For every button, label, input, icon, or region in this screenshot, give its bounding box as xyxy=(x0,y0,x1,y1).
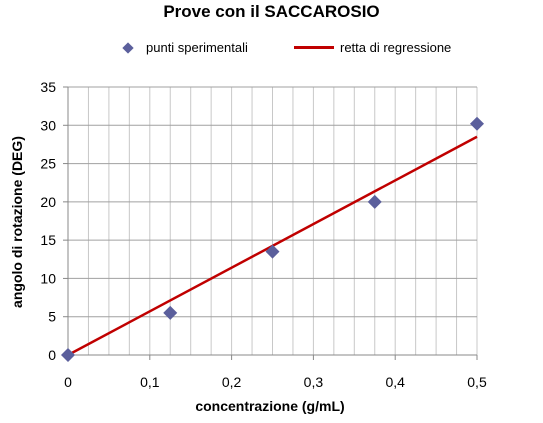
x-tick-label: 0 xyxy=(64,374,72,390)
y-tick-label: 10 xyxy=(40,270,56,286)
y-tick-label: 20 xyxy=(40,194,56,210)
y-tick-label: 0 xyxy=(48,347,56,363)
x-tick-label: 0,5 xyxy=(467,374,487,390)
line-swatch-icon xyxy=(294,46,334,49)
y-tick-label: 30 xyxy=(40,117,56,133)
y-tick-label: 15 xyxy=(40,232,56,248)
y-tick-label: 35 xyxy=(40,79,56,95)
legend-item-regression: retta di regressione xyxy=(294,40,451,55)
y-axis-label: angolo di rotazione (DEG) xyxy=(9,136,25,308)
x-tick-label: 0,1 xyxy=(140,374,160,390)
data-point xyxy=(265,244,280,259)
data-point xyxy=(61,348,75,362)
y-tick-label: 25 xyxy=(40,156,56,172)
x-tick-label: 0,4 xyxy=(385,374,405,390)
x-axis-label: concentrazione (g/mL) xyxy=(195,398,344,414)
data-point xyxy=(470,116,484,131)
chart-title: Prove con il SACCAROSIO xyxy=(163,2,380,21)
x-tick-label: 0,2 xyxy=(222,374,242,390)
legend-label-regression: retta di regressione xyxy=(340,40,452,55)
legend-label-points: punti sperimentali xyxy=(146,40,248,55)
data-point xyxy=(367,194,382,209)
data-point xyxy=(163,305,178,320)
x-tick-label: 0,3 xyxy=(304,374,324,390)
legend-item-points: punti sperimentali xyxy=(122,40,248,55)
y-tick-label: 5 xyxy=(48,309,56,325)
